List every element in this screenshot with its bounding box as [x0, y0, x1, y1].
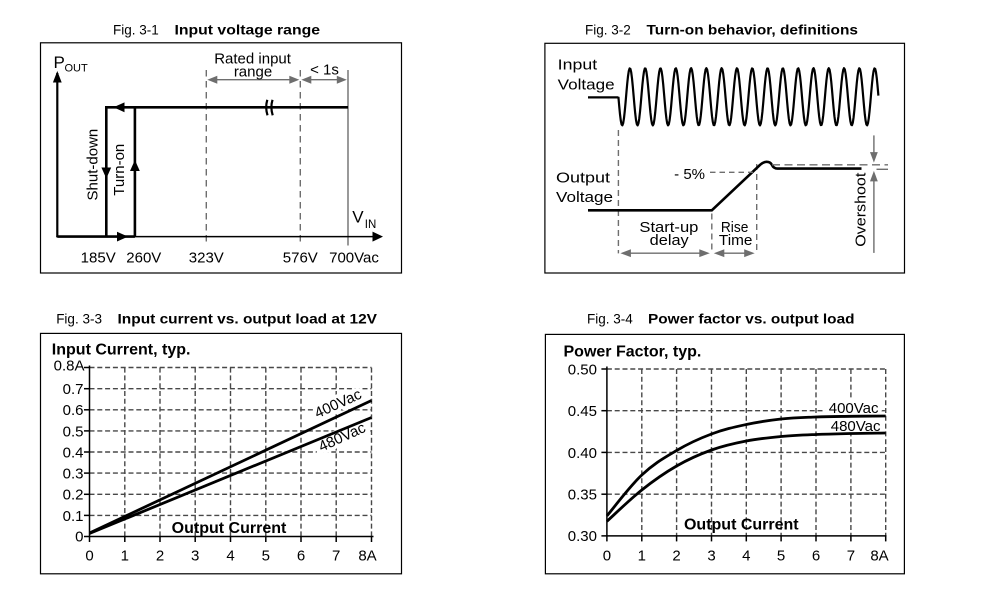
svg-text:8A: 8A	[870, 548, 888, 565]
svg-text:323V: 323V	[189, 249, 224, 266]
svg-text:Power Factor, typ.: Power Factor, typ.	[564, 344, 702, 361]
svg-text:5: 5	[262, 548, 270, 565]
svg-text:400Vac: 400Vac	[829, 400, 879, 417]
svg-text:P: P	[54, 53, 65, 72]
svg-text:7: 7	[847, 548, 855, 565]
svg-text:8A: 8A	[358, 548, 376, 565]
svg-text:Output: Output	[556, 169, 611, 186]
svg-text:0.6: 0.6	[63, 402, 84, 419]
svg-text:1: 1	[638, 548, 646, 565]
svg-text:Fig. 3-1: Fig. 3-1	[113, 23, 159, 38]
svg-text:0.7: 0.7	[63, 381, 84, 398]
svg-text:0.40: 0.40	[568, 445, 597, 462]
svg-text:0: 0	[85, 548, 93, 565]
svg-text:0.4: 0.4	[63, 444, 84, 461]
svg-text:Time: Time	[719, 232, 753, 249]
svg-text:Shut-down: Shut-down	[84, 129, 101, 201]
svg-text:Output Current: Output Current	[684, 517, 799, 534]
svg-text:Input voltage range: Input voltage range	[175, 23, 321, 38]
svg-text:3: 3	[707, 548, 715, 565]
svg-text:Input current vs. output load: Input current vs. output load at 12V	[118, 311, 378, 326]
svg-text:Turn-on behavior, definitions: Turn-on behavior, definitions	[647, 23, 859, 38]
svg-text:V: V	[352, 208, 364, 227]
svg-text:Rise: Rise	[721, 219, 749, 236]
svg-text:OUT: OUT	[65, 63, 89, 75]
svg-text:0: 0	[603, 548, 611, 565]
svg-text:2: 2	[156, 548, 164, 565]
svg-text:6: 6	[812, 548, 820, 565]
svg-text:185V: 185V	[81, 249, 116, 266]
svg-text:Output Current: Output Current	[172, 520, 287, 537]
svg-text:Start-up: Start-up	[639, 219, 698, 236]
svg-text:0.35: 0.35	[568, 487, 597, 504]
svg-text:0.5: 0.5	[63, 423, 84, 440]
svg-text:480Vac: 480Vac	[831, 418, 881, 435]
svg-text:0.45: 0.45	[568, 403, 597, 420]
svg-text:0.2: 0.2	[63, 487, 84, 504]
svg-text:< 1s: < 1s	[310, 61, 339, 78]
svg-text:Fig. 3-3: Fig. 3-3	[56, 311, 102, 326]
svg-text:Voltage: Voltage	[556, 189, 613, 206]
svg-text:Overshoot: Overshoot	[853, 172, 870, 247]
svg-text:Fig. 3-4: Fig. 3-4	[587, 311, 633, 326]
svg-text:6: 6	[297, 548, 305, 565]
svg-text:0.3: 0.3	[63, 466, 84, 483]
svg-text:IN: IN	[365, 219, 377, 231]
svg-text:- 5%: - 5%	[674, 166, 705, 183]
svg-text:576V: 576V	[283, 249, 318, 266]
svg-text:3: 3	[191, 548, 199, 565]
svg-text:Input Current, typ.: Input Current, typ.	[52, 342, 191, 359]
svg-text:0.30: 0.30	[568, 528, 597, 545]
svg-text:Turn-on: Turn-on	[111, 144, 128, 196]
svg-text:range: range	[234, 63, 272, 80]
svg-text:4: 4	[742, 548, 750, 565]
svg-text:700Vac: 700Vac	[329, 249, 379, 266]
svg-text:4: 4	[226, 548, 234, 565]
svg-text:0.8A: 0.8A	[54, 358, 85, 375]
svg-text:delay: delay	[650, 232, 690, 249]
svg-text:2: 2	[672, 548, 680, 565]
svg-text:5: 5	[777, 548, 785, 565]
svg-text:7: 7	[332, 548, 340, 565]
svg-text:0.1: 0.1	[63, 508, 84, 525]
svg-text:0.50: 0.50	[568, 361, 597, 378]
svg-text:1: 1	[121, 548, 129, 565]
svg-text:260V: 260V	[126, 249, 161, 266]
svg-text:Rated input: Rated input	[214, 51, 292, 68]
svg-text:Voltage: Voltage	[558, 76, 615, 93]
svg-text:Power factor vs. output load: Power factor vs. output load	[648, 311, 855, 326]
svg-text:Input: Input	[558, 57, 598, 74]
svg-text:Fig. 3-2: Fig. 3-2	[585, 23, 631, 38]
svg-text:0: 0	[75, 529, 83, 546]
